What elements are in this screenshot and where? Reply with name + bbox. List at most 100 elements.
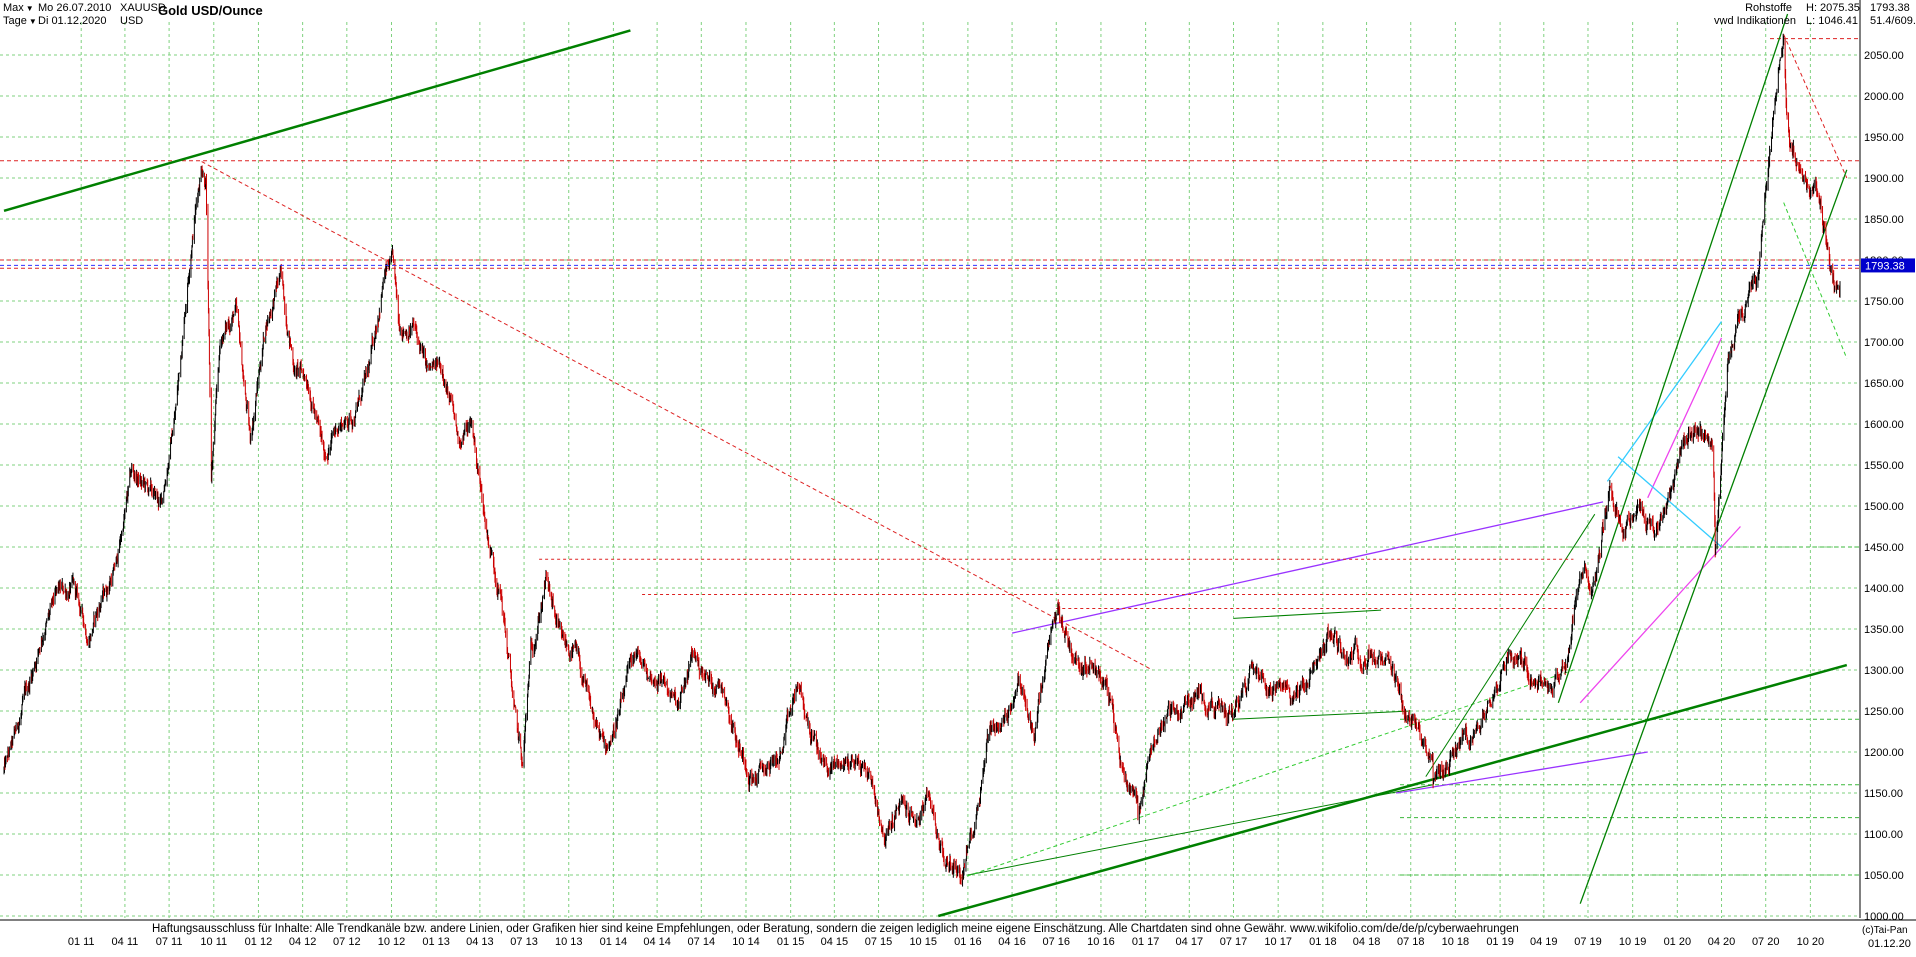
range-label: Max [3, 2, 24, 14]
date-to: Di 01.12.2020 [38, 15, 107, 27]
x-tick-label: 04 20 [1708, 936, 1736, 948]
source-label: vwd Indikationen [1714, 15, 1796, 27]
y-tick-label: 1900.00 [1864, 173, 1904, 185]
date-from: Mo 26.07.2010 [38, 2, 112, 14]
cyan-line-top [1606, 321, 1723, 482]
y-tick-label: 1100.00 [1864, 829, 1903, 841]
symbol-code: XAUUSD [120, 2, 166, 14]
x-tick-label: 04 14 [643, 936, 671, 948]
support-trend-line [967, 784, 1434, 876]
y-tick-label: 1650.00 [1864, 378, 1904, 390]
disclaimer-text: Haftungsausschluss für Inhalte: Alle Tre… [152, 923, 1519, 935]
low-value: L: 1046.41 [1806, 15, 1858, 27]
x-tick-label: 10 13 [555, 936, 583, 948]
y-tick-label: 1700.00 [1864, 337, 1904, 349]
last-value: 1793.38 [1870, 2, 1910, 14]
x-tick-label: 01 14 [600, 936, 628, 948]
y-tick-label: 1000.00 [1864, 911, 1904, 923]
x-tick-label: 01 16 [954, 936, 982, 948]
y-tick-label: 1150.00 [1864, 788, 1903, 800]
steep-channel-bottom [1579, 169, 1848, 904]
y-tick-label: 1550.00 [1864, 460, 1904, 472]
magenta-channel-top [1647, 337, 1723, 499]
x-tick-label: 04 16 [998, 936, 1026, 948]
trend-lines [0, 13, 1860, 918]
last-price-box [1861, 258, 1915, 273]
price-series [3, 33, 1841, 887]
interval-label: Tage [3, 15, 27, 27]
copyright-text: (c)Tai-Pan [1862, 925, 1908, 936]
violet-channel-bottom [1396, 751, 1648, 794]
x-tick-label: 10 19 [1619, 936, 1647, 948]
chart-title: Gold USD/Ounce [158, 3, 263, 18]
chevron-down-icon: ▼ [25, 4, 34, 13]
range-top-line [1233, 609, 1382, 619]
support-dashed-line [960, 669, 1574, 879]
x-tick-label: 07 17 [1220, 936, 1248, 948]
chevron-down-icon: ▼ [28, 17, 37, 26]
y-tick-label: 1500.00 [1864, 501, 1904, 513]
high-value: H: 2075.35 [1806, 2, 1860, 14]
range-selector[interactable]: Max ▼ [3, 2, 34, 15]
x-tick-label: 04 13 [466, 936, 494, 948]
x-tick-label: 07 18 [1397, 936, 1425, 948]
x-tick-label: 04 11 [112, 936, 139, 948]
y-tick-label: 1300.00 [1864, 665, 1904, 677]
recent-downtrend-line [1783, 34, 1848, 179]
recent-support-dashed [1783, 202, 1848, 359]
x-tick-label: 07 11 [156, 936, 183, 948]
x-tick-label: 07 13 [510, 936, 538, 948]
extra-value: 51.4/609.1 [1870, 15, 1916, 27]
magenta-channel-bottom [1579, 526, 1741, 704]
green-fan-line [1425, 513, 1596, 777]
x-tick-label: 10 17 [1264, 936, 1292, 948]
x-tick-label: 04 12 [289, 936, 317, 948]
x-tick-label: 01 11 [68, 936, 95, 948]
category-label: Rohstoffe [1745, 2, 1792, 14]
y-tick-label: 2000.00 [1864, 91, 1904, 103]
x-tick-label: 01 13 [422, 936, 450, 948]
y-tick-label: 1050.00 [1864, 870, 1904, 882]
x-tick-label: 04 15 [821, 936, 849, 948]
x-tick-label: 07 16 [1042, 936, 1070, 948]
steep-channel-top [1557, 13, 1789, 704]
x-tick-label: 01 18 [1309, 936, 1337, 948]
currency-label: USD [120, 15, 144, 27]
x-tick-label: 01 17 [1132, 936, 1160, 948]
last-price-marker: 1793.38 [0, 258, 1915, 273]
interval-selector[interactable]: Tage ▼ [3, 15, 37, 28]
y-tick-label: 1250.00 [1864, 706, 1904, 718]
y-tick-label: 1350.00 [1864, 624, 1904, 636]
x-tick-label: 10 20 [1797, 936, 1825, 948]
x-tick-label: 04 19 [1530, 936, 1558, 948]
x-tick-label: 07 20 [1752, 936, 1780, 948]
x-tick-label: 10 11 [200, 936, 227, 948]
x-tick-label: 01 19 [1486, 936, 1514, 948]
x-tick-label: 10 16 [1087, 936, 1115, 948]
range-bottom-line [1233, 710, 1411, 720]
y-tick-label: 1950.00 [1864, 132, 1904, 144]
y-tick-label: 1400.00 [1864, 583, 1904, 595]
y-tick-label: 1600.00 [1864, 419, 1904, 431]
x-tick-label: 07 15 [865, 936, 893, 948]
y-tick-label: 1450.00 [1864, 542, 1904, 554]
y-tick-label: 1850.00 [1864, 214, 1904, 226]
x-tick-label: 01 15 [777, 936, 805, 948]
x-tick-label: 04 18 [1353, 936, 1381, 948]
violet-channel-top [1011, 501, 1604, 634]
x-tick-label: 04 17 [1176, 936, 1204, 948]
x-tick-label: 01 12 [245, 936, 273, 948]
x-tick-label: 07 19 [1574, 936, 1602, 948]
x-tick-label: 10 15 [909, 936, 937, 948]
x-tick-label: 10 18 [1442, 936, 1470, 948]
x-tick-label: 07 12 [333, 936, 361, 948]
uptrend-line-top [3, 29, 631, 213]
y-tick-label: 2050.00 [1864, 50, 1904, 62]
y-tick-label: 1750.00 [1864, 296, 1904, 308]
x-tick-label: 10 12 [378, 936, 406, 948]
downtrend-dashed-line [201, 161, 1153, 671]
last-date-label: 01.12.20 [1868, 938, 1911, 950]
